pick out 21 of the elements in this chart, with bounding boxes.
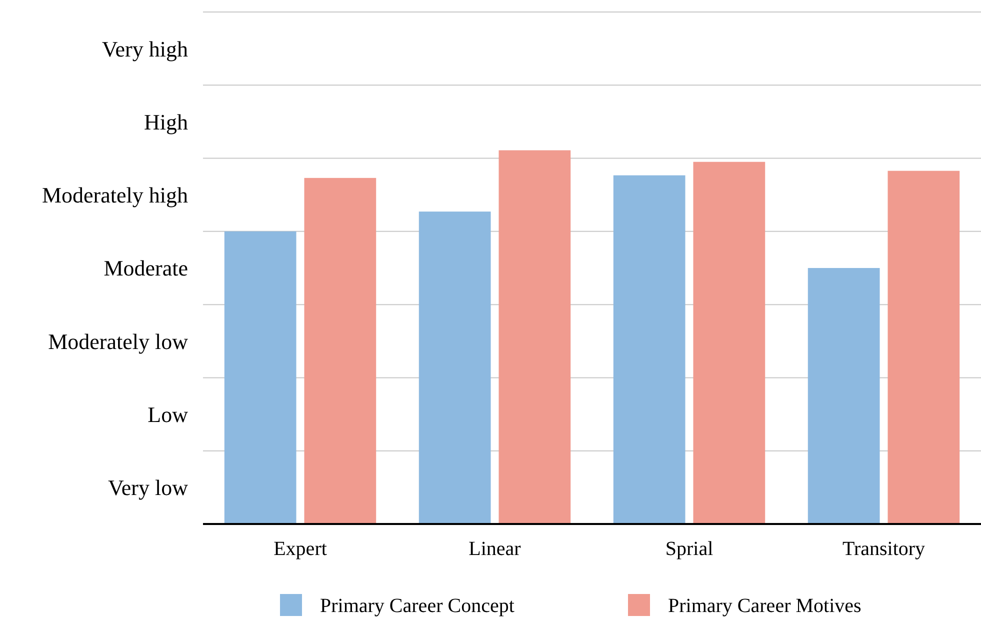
text: Low (148, 402, 188, 427)
text: Moderately high (42, 182, 188, 208)
x-tick-label: Transitory (842, 538, 926, 560)
text: High (144, 109, 188, 134)
text: Very high (102, 36, 188, 62)
x-tick-label: Linear (468, 538, 522, 560)
bar (498, 150, 571, 524)
bar (693, 162, 766, 524)
bar (808, 268, 880, 524)
legend-label: Primary Career Motives (668, 595, 862, 617)
x-tick-label: Sprial (665, 538, 714, 560)
legend-label: Primary Career Concept (320, 595, 515, 617)
text: Moderate (104, 256, 188, 281)
bar (418, 212, 491, 524)
text: Very low (108, 475, 188, 500)
bar (613, 175, 686, 524)
bar (224, 231, 296, 524)
bar (888, 170, 960, 524)
bar (304, 178, 376, 524)
text: Moderately low (48, 328, 188, 354)
x-tick-label: Expert (274, 538, 328, 560)
